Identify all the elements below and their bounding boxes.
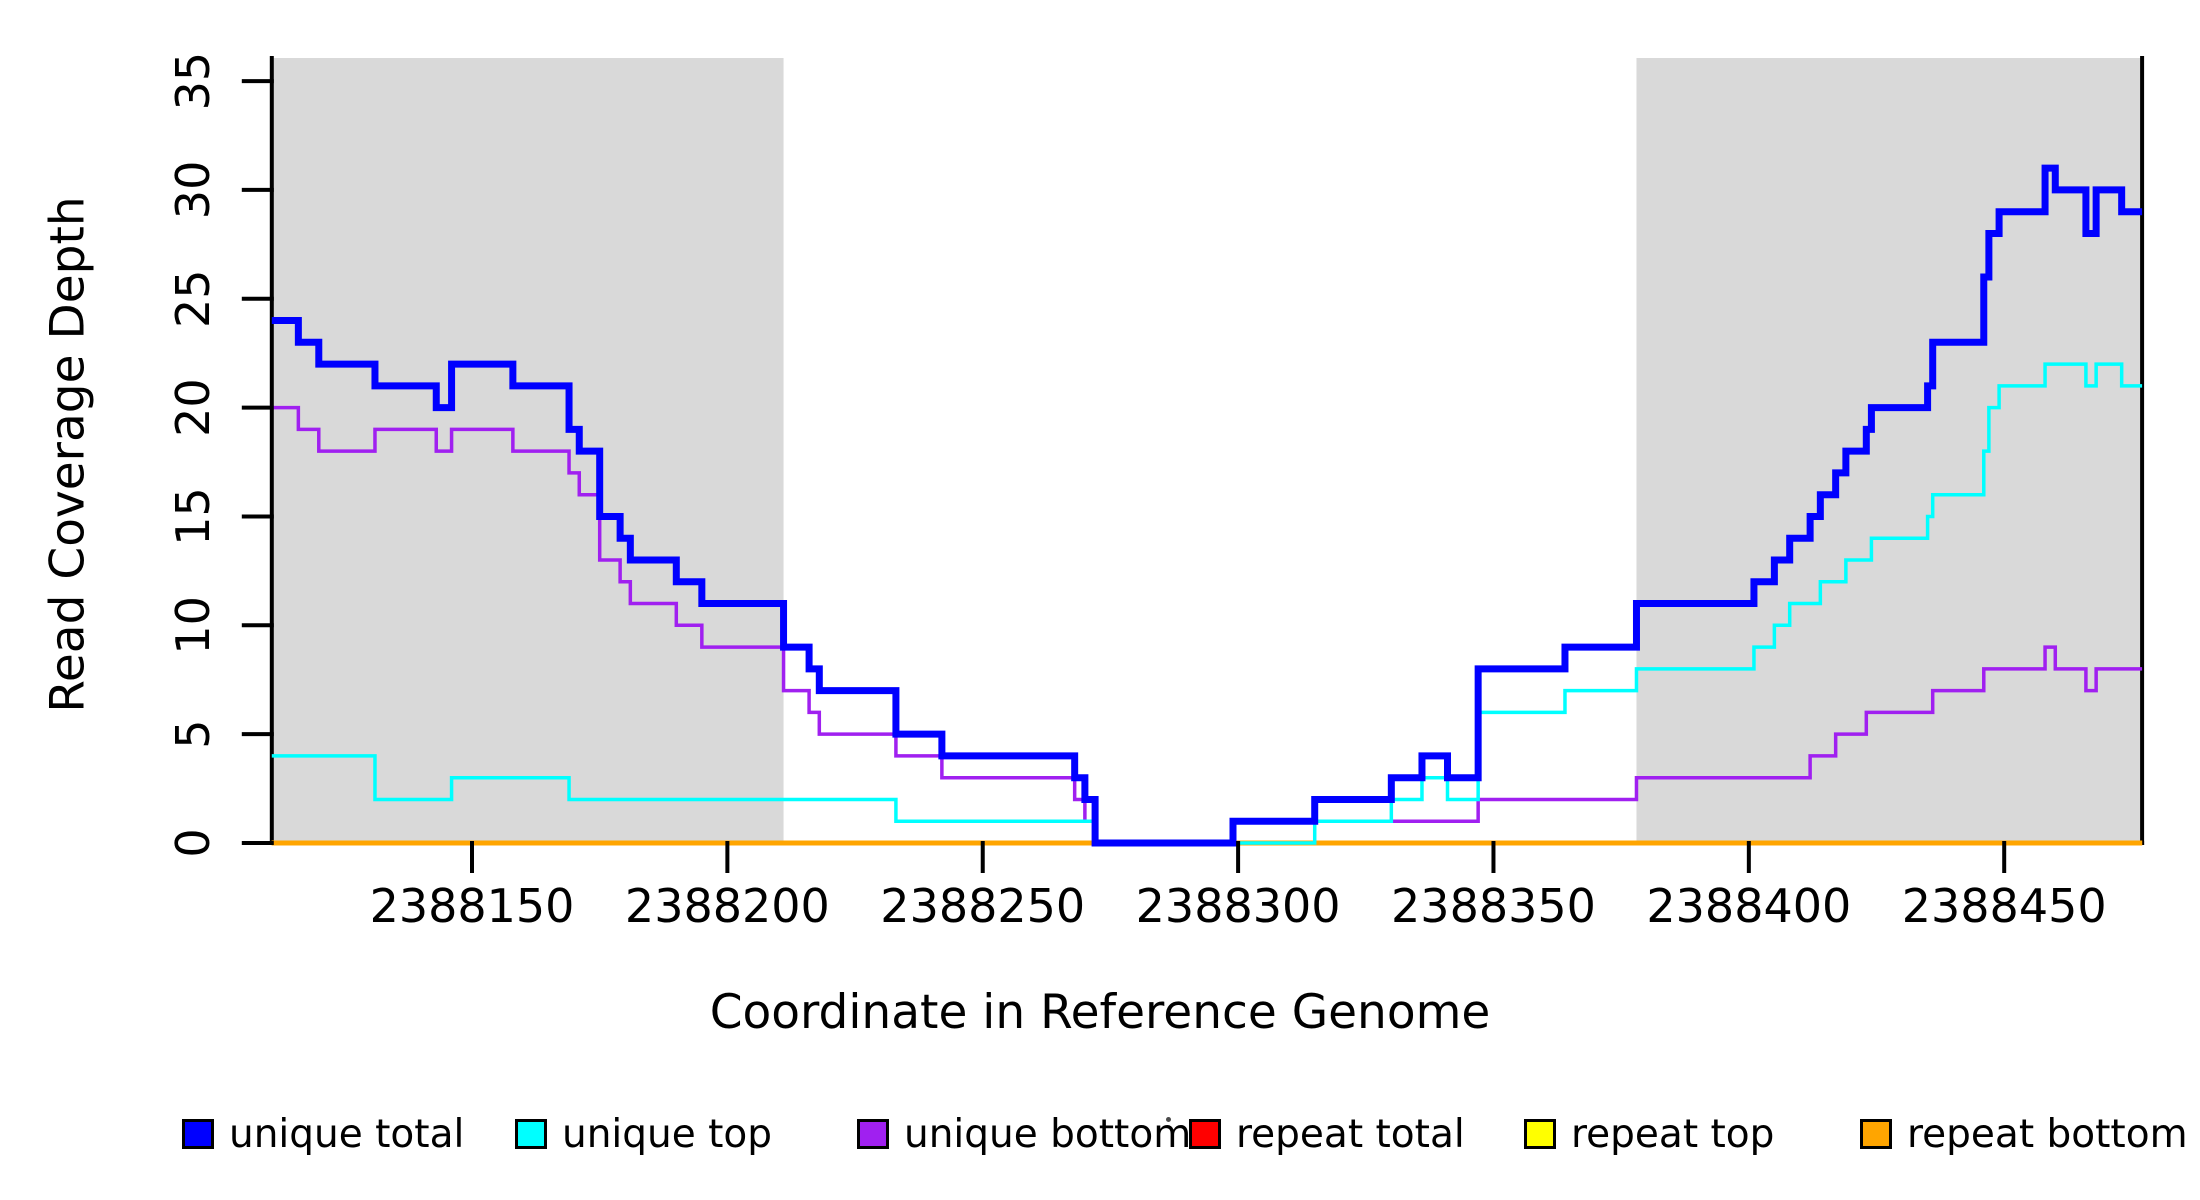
legend-label: unique bottom bbox=[904, 1111, 1192, 1157]
stray-dot bbox=[1166, 1117, 1171, 1122]
y-tick-label: 0 bbox=[166, 828, 220, 857]
x-tick-label: 2388150 bbox=[370, 879, 575, 933]
y-tick-label: 15 bbox=[166, 487, 220, 546]
series-unique-top bbox=[271, 362, 2143, 845]
legend-item-unique-top: unique top bbox=[515, 1106, 772, 1162]
legend: unique total unique top unique bottom repea… bbox=[0, 1106, 2200, 1162]
x-tick-label: 2388400 bbox=[1646, 879, 1851, 933]
legend-label: repeat top bbox=[1571, 1111, 1775, 1157]
x-tick-label: 2388300 bbox=[1136, 879, 1341, 933]
legend-item-repeat-top: repeat top bbox=[1524, 1106, 1774, 1162]
legend-swatch-unique-bottom bbox=[857, 1119, 889, 1149]
legend-item-unique-bottom: unique bottom bbox=[857, 1106, 1191, 1162]
legend-item-repeat-bottom: repeat bottom bbox=[1860, 1106, 2188, 1162]
legend-swatch-unique-top bbox=[515, 1119, 547, 1149]
shaded-region-1 bbox=[1636, 58, 2143, 843]
x-axis-label: Coordinate in Reference Genome bbox=[709, 985, 1491, 1040]
x-tick-label: 2388250 bbox=[880, 879, 1085, 933]
legend-swatch-repeat-bottom bbox=[1860, 1119, 1892, 1149]
x-tick-label: 2388450 bbox=[1902, 879, 2107, 933]
y-tick-label: 20 bbox=[166, 378, 220, 437]
y-tick-label: 30 bbox=[166, 161, 220, 220]
legend-label: unique top bbox=[562, 1111, 773, 1157]
coverage-plot: 2388150 2388200 2388250 2388300 2388350 23884… bbox=[166, 52, 2145, 933]
series-unique-total bbox=[271, 164, 2143, 847]
legend-label: unique total bbox=[229, 1111, 465, 1157]
y-tick-label: 35 bbox=[166, 52, 220, 111]
legend-label: repeat total bbox=[1236, 1111, 1465, 1157]
legend-item-repeat-total: repeat total bbox=[1189, 1106, 1465, 1162]
y-tick-label: 5 bbox=[166, 720, 220, 749]
legend-item-unique-total: unique total bbox=[182, 1106, 464, 1162]
legend-label: repeat bottom bbox=[1907, 1111, 2188, 1157]
y-tick-label: 25 bbox=[166, 269, 220, 328]
legend-swatch-repeat-total bbox=[1189, 1119, 1221, 1149]
x-tick-label: 2388350 bbox=[1391, 879, 1596, 933]
legend-swatch-unique-total bbox=[182, 1119, 214, 1149]
legend-swatch-repeat-top bbox=[1524, 1119, 1556, 1149]
x-tick-label: 2388200 bbox=[625, 879, 830, 933]
y-tick-label: 10 bbox=[166, 596, 220, 655]
y-axis-label: Read Coverage Depth bbox=[40, 196, 96, 713]
